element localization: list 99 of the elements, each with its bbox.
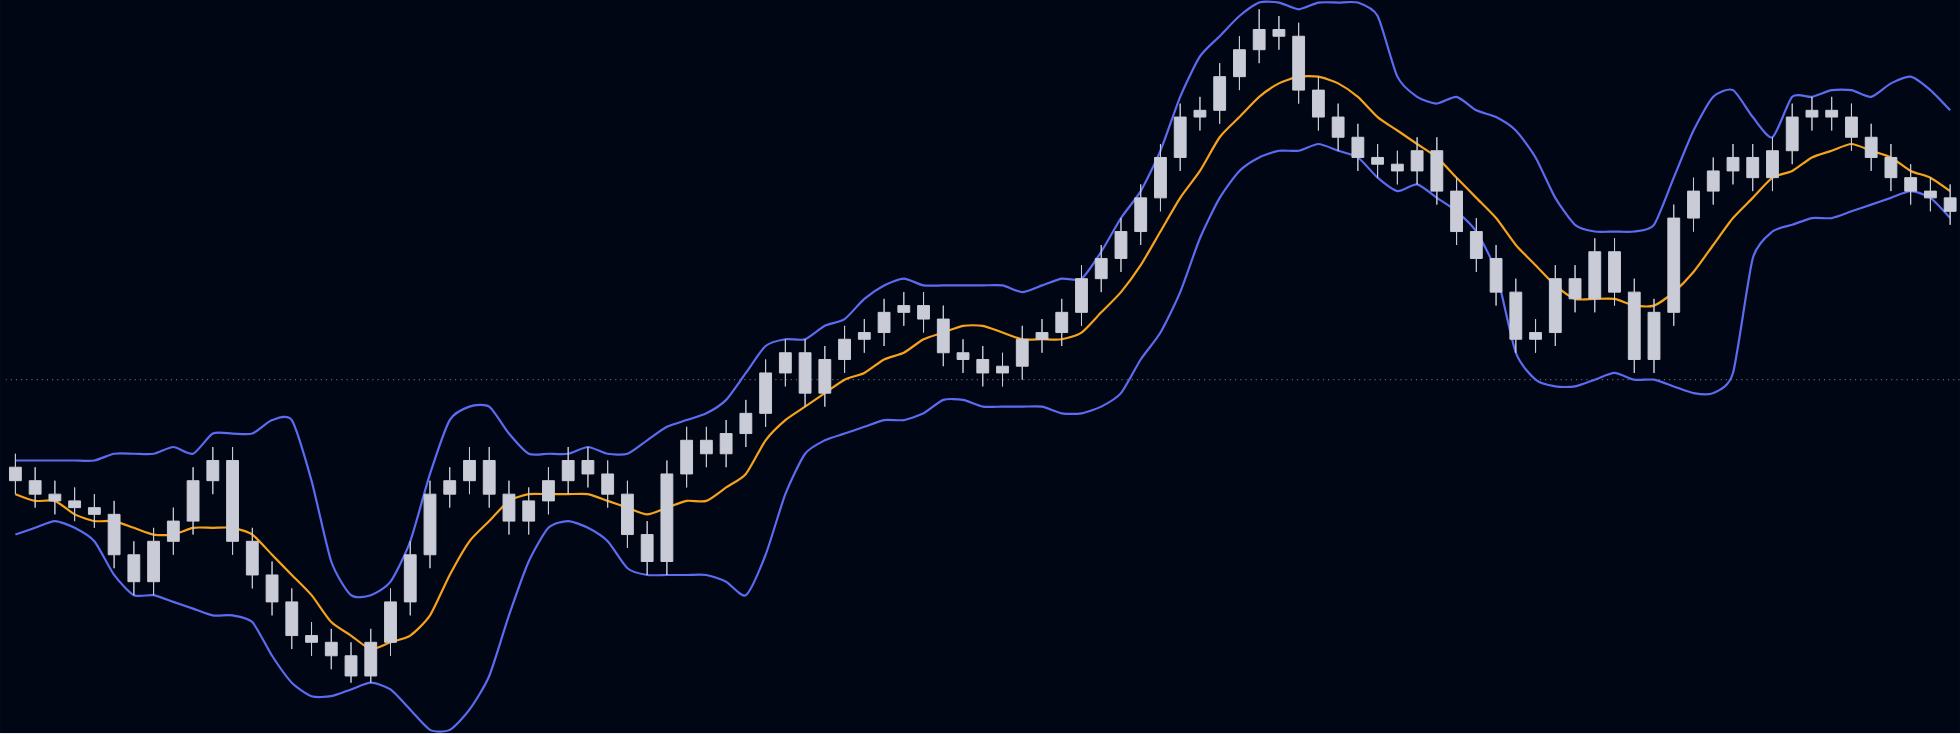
candlestick (1469, 217, 1483, 273)
candlestick (147, 527, 161, 597)
candlestick (1529, 318, 1542, 354)
candlestick (1390, 150, 1404, 186)
candlestick (1430, 137, 1444, 206)
candlestick (1746, 143, 1760, 193)
candlestick (186, 467, 200, 536)
candlestick (48, 480, 62, 516)
candlestick (601, 460, 615, 509)
candlestick (1371, 143, 1385, 179)
candlestick (1114, 217, 1128, 273)
candlestick (1548, 265, 1562, 347)
candlestick (1410, 137, 1424, 186)
candlestick (936, 305, 950, 368)
candlestick (1193, 96, 1207, 132)
candlestick (285, 588, 299, 650)
candlestick (1608, 238, 1621, 307)
candlestick (640, 521, 654, 576)
candlestick (1134, 184, 1148, 246)
candlestick (1154, 143, 1167, 213)
candlestick (206, 446, 220, 496)
candlestick (1094, 244, 1108, 294)
candlestick (87, 494, 101, 529)
candlestick (68, 487, 82, 522)
candlestick (542, 467, 555, 516)
candlestick (502, 480, 516, 536)
candlestick (403, 541, 417, 617)
candlestick (996, 352, 1009, 388)
candlestick (127, 541, 141, 597)
candlestick (857, 318, 871, 354)
candlestick (1884, 143, 1898, 193)
candlestick (482, 446, 496, 509)
candlestick (759, 359, 773, 428)
candlestick (1943, 184, 1957, 226)
candlestick (1864, 123, 1878, 172)
candlestick (581, 446, 595, 489)
candlestick (917, 292, 930, 334)
candlestick (8, 453, 22, 496)
candlestick (1450, 177, 1464, 246)
candlestick (1509, 278, 1523, 354)
candlestick (976, 345, 990, 388)
candlestick (1292, 22, 1306, 105)
candlestick (680, 426, 694, 489)
candlestick (719, 419, 733, 469)
candlestick (463, 446, 476, 496)
candlestick (739, 399, 753, 448)
candlestick (956, 339, 970, 374)
candlestick (522, 487, 536, 536)
candlestick (1075, 265, 1088, 327)
candlestick (443, 467, 457, 509)
candlestick (1035, 318, 1049, 354)
candlestick (423, 480, 437, 570)
candlestick (1252, 9, 1266, 65)
candlestick (838, 325, 851, 374)
candlestick (28, 467, 42, 509)
candlestick (778, 339, 792, 388)
candlestick (364, 628, 378, 684)
candlestick (1726, 143, 1740, 186)
candlestick (1904, 164, 1918, 206)
candlestick (107, 500, 121, 570)
candlestick (620, 480, 634, 549)
candlestick (798, 339, 812, 408)
candlestick (324, 628, 338, 671)
candlestick (1233, 36, 1246, 92)
candlestick (561, 446, 575, 496)
candlestick (1647, 298, 1661, 374)
candlestick (1351, 123, 1365, 172)
candlestick (1687, 177, 1700, 233)
candlestick (1568, 265, 1582, 314)
candlestick (1311, 76, 1325, 132)
candlestick (1015, 325, 1029, 381)
candlestick (384, 588, 397, 657)
candlestick (818, 345, 832, 408)
candlestick (1627, 278, 1641, 374)
candlestick (1923, 177, 1937, 213)
candlestick (245, 527, 259, 590)
candlestick (1331, 103, 1345, 152)
candlestick (1805, 96, 1819, 132)
candlestick (1825, 96, 1839, 132)
candlestick (1667, 204, 1681, 327)
candlestick (1785, 103, 1799, 166)
candlestick (1706, 157, 1720, 206)
candlestick (1055, 298, 1069, 347)
candlestick (1489, 244, 1503, 307)
candlestick (1766, 137, 1779, 193)
candlestick (344, 642, 358, 684)
candlestick (897, 292, 911, 327)
candlestick (166, 507, 180, 556)
candlestick (1588, 238, 1602, 314)
candlestick (1213, 63, 1227, 125)
candlestick (226, 446, 239, 556)
candlestick (1272, 15, 1286, 51)
candlestick (699, 426, 713, 469)
candlestick (305, 622, 318, 657)
candlestick (1173, 103, 1187, 172)
candlestick (265, 561, 279, 617)
candlestick (660, 460, 674, 576)
candlestick (1845, 103, 1858, 152)
candlestick (877, 298, 891, 347)
